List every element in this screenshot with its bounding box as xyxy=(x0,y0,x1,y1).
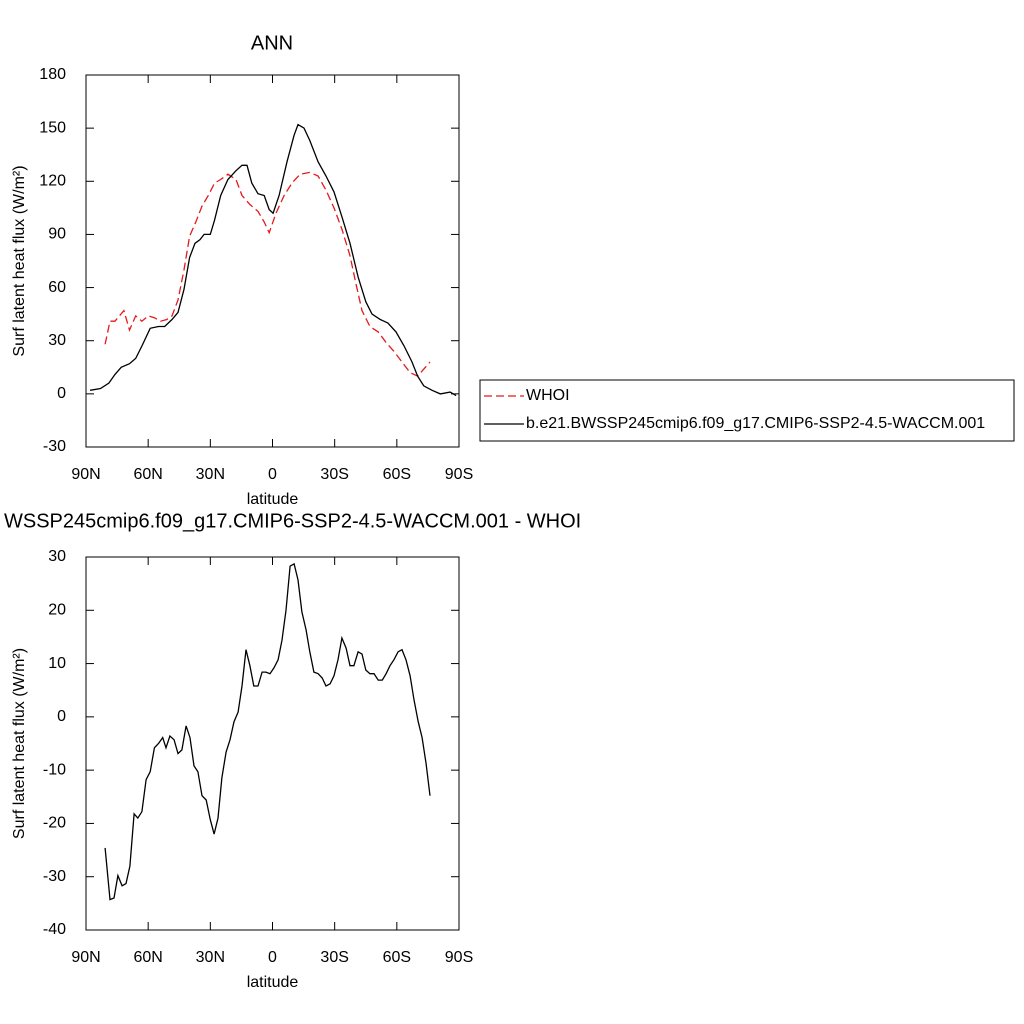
legend-label: WHOI xyxy=(526,387,570,404)
y-tick-label: 0 xyxy=(57,708,66,725)
x-tick-label: 60N xyxy=(133,949,162,966)
data-line xyxy=(104,562,431,901)
y-tick-label: -20 xyxy=(43,815,66,832)
x-tick-label: 30S xyxy=(320,949,348,966)
x-tick-label: 30N xyxy=(196,949,225,966)
y-tick-label: 180 xyxy=(39,66,66,83)
x-tick-label: 30S xyxy=(320,466,348,483)
y-tick-label: 30 xyxy=(48,548,66,565)
y-tick-label: 150 xyxy=(39,119,66,136)
x-axis-label: latitude xyxy=(247,974,299,991)
y-tick-label: -30 xyxy=(43,438,66,455)
x-tick-label: 0 xyxy=(268,466,277,483)
x-tick-label: 0 xyxy=(268,949,277,966)
data-line xyxy=(89,123,457,397)
data-line xyxy=(104,171,431,377)
y-axis-label: Surf latent heat flux (W/m²) xyxy=(11,165,28,356)
y-tick-label: 0 xyxy=(57,385,66,402)
legend-label: b.e21.BWSSP245cmip6.f09_g17.CMIP6-SSP2-4… xyxy=(526,415,985,432)
y-axis-label: Surf latent heat flux (W/m²) xyxy=(11,648,28,839)
x-tick-label: 30N xyxy=(196,466,225,483)
y-tick-label: -30 xyxy=(43,868,66,885)
chart-title: WSSP245cmip6.f09_g17.CMIP6-SSP2-4.5-WACC… xyxy=(4,510,581,532)
x-tick-label: 90N xyxy=(71,466,100,483)
x-tick-label: 90S xyxy=(445,466,473,483)
y-tick-label: 20 xyxy=(48,602,66,619)
x-tick-label: 60S xyxy=(383,949,411,966)
x-tick-label: 60N xyxy=(133,466,162,483)
y-tick-label: -10 xyxy=(43,761,66,778)
x-tick-label: 90N xyxy=(71,949,100,966)
plot-frame xyxy=(85,556,460,931)
x-tick-label: 90S xyxy=(445,949,473,966)
x-axis-label: latitude xyxy=(247,491,299,508)
chart-title: ANN xyxy=(251,32,293,54)
x-tick-label: 60S xyxy=(383,466,411,483)
plot-frame xyxy=(85,74,460,448)
y-tick-label: 10 xyxy=(48,655,66,672)
y-tick-label: 90 xyxy=(48,226,66,243)
y-tick-label: 60 xyxy=(48,279,66,296)
y-tick-label: -40 xyxy=(43,921,66,938)
y-tick-label: 120 xyxy=(39,173,66,190)
y-tick-label: 30 xyxy=(48,332,66,349)
legend-box xyxy=(479,379,1015,442)
